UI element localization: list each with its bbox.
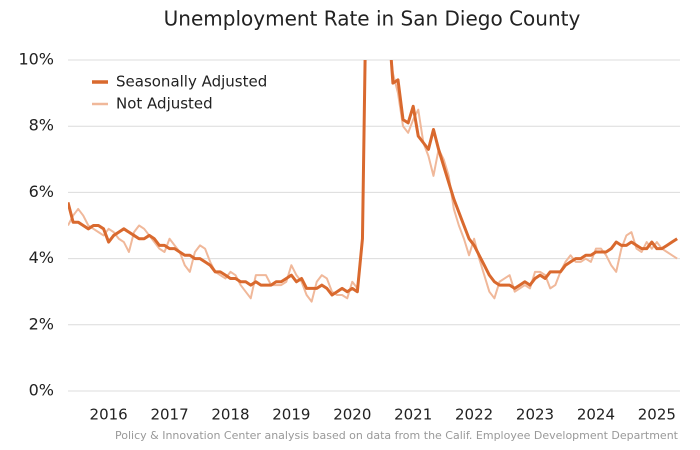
y-tick-label: 8% <box>29 116 54 135</box>
x-tick-label: 2021 <box>394 406 432 424</box>
x-tick-label: 2023 <box>516 406 554 424</box>
y-tick-label: 4% <box>29 248 54 267</box>
x-tick-label: 2018 <box>211 406 249 424</box>
legend-label: Seasonally Adjusted <box>116 73 267 91</box>
plot-area <box>68 60 678 303</box>
x-tick-label: 2024 <box>577 406 615 424</box>
legend-label: Not Adjusted <box>116 95 213 113</box>
x-tick-label: 2022 <box>455 406 493 424</box>
chart-title: Unemployment Rate in San Diego County <box>164 7 581 31</box>
y-tick-label: 2% <box>29 314 54 333</box>
x-tick-label: 2017 <box>150 406 188 424</box>
data-line <box>68 60 678 297</box>
y-tick-label: 0% <box>29 381 54 400</box>
x-tick-label: 2016 <box>90 406 128 424</box>
x-tick-label: 2020 <box>333 406 371 424</box>
y-tick-label: 10% <box>18 50 54 69</box>
source-note: Policy & Innovation Center analysis base… <box>115 429 679 442</box>
x-tick-label: 2025 <box>638 406 676 424</box>
y-tick-label: 6% <box>29 182 54 201</box>
data-line <box>68 60 678 303</box>
x-tick-label: 2019 <box>272 406 310 424</box>
